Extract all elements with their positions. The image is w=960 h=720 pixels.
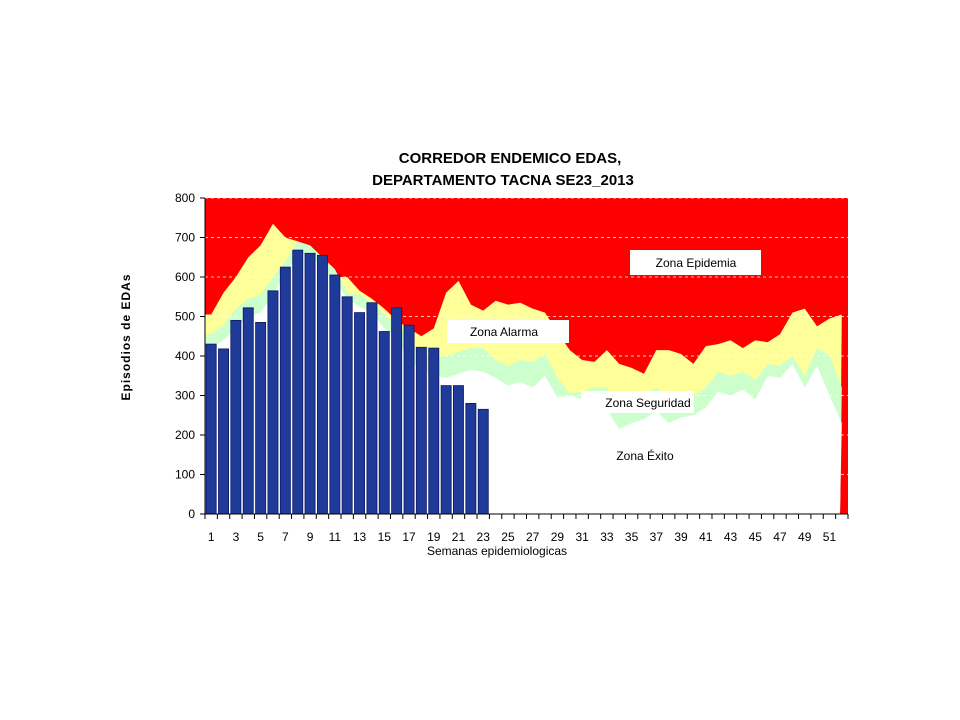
bar bbox=[292, 249, 304, 515]
x-tick-label: 31 bbox=[575, 530, 589, 544]
y-tick-label: 600 bbox=[175, 270, 195, 284]
x-tick-label: 17 bbox=[402, 530, 416, 544]
y-tick-label: 400 bbox=[175, 349, 195, 363]
y-tick-label: 0 bbox=[188, 507, 195, 521]
axes bbox=[200, 197, 849, 519]
y-tick-label: 300 bbox=[175, 389, 195, 403]
y-tick-label: 700 bbox=[175, 231, 195, 245]
bar bbox=[378, 331, 390, 515]
zone-label-epidemia-text: Zona Epidemia bbox=[656, 256, 737, 270]
x-tick-labels: 1 3 5 7 9 11 13 15 17 19 21 23 25 27 29 31 33 35 37 39 41 43 4… bbox=[208, 530, 837, 544]
bar bbox=[230, 319, 242, 515]
x-tick-label: 13 bbox=[353, 530, 367, 544]
x-tick-label: 5 bbox=[257, 530, 264, 544]
x-tick-label: 49 bbox=[798, 530, 812, 544]
bar bbox=[341, 296, 353, 515]
x-tick-label: 37 bbox=[650, 530, 664, 544]
x-tick-label: 27 bbox=[526, 530, 540, 544]
x-tick-label: 9 bbox=[307, 530, 314, 544]
bar bbox=[218, 348, 230, 515]
bar bbox=[465, 402, 477, 515]
grid-lines bbox=[205, 197, 848, 475]
zone-label-seguridad: Zona Seguridad bbox=[581, 391, 694, 413]
bar bbox=[440, 385, 452, 515]
x-tick-label: 3 bbox=[233, 530, 240, 544]
zone-label-seguridad-text: Zona Seguridad bbox=[605, 396, 690, 410]
x-tick-label: 1 bbox=[208, 530, 215, 544]
bar bbox=[255, 321, 267, 515]
x-tick-label: 23 bbox=[477, 530, 491, 544]
bar bbox=[267, 290, 279, 515]
x-tick-label: 7 bbox=[282, 530, 289, 544]
x-tick-label: 19 bbox=[427, 530, 441, 544]
y-tick-label: 500 bbox=[175, 310, 195, 324]
bar bbox=[316, 254, 328, 515]
x-tick-label: 21 bbox=[452, 530, 466, 544]
zone-label-alarma-text: Zona Alarma bbox=[470, 325, 538, 339]
x-tick-label: 35 bbox=[625, 530, 639, 544]
bar bbox=[452, 385, 464, 515]
zone-label-exito: Zona Éxito bbox=[616, 448, 674, 463]
x-axis-title: Semanas epidemiologicas bbox=[427, 544, 567, 558]
y-tick-label: 100 bbox=[175, 468, 195, 482]
x-tick-label: 29 bbox=[551, 530, 565, 544]
bar bbox=[304, 252, 316, 515]
x-tick-label: 43 bbox=[724, 530, 738, 544]
x-tick-label: 45 bbox=[749, 530, 763, 544]
x-tick-label: 25 bbox=[501, 530, 515, 544]
chart-title-line-1: CORREDOR ENDEMICO EDAS, bbox=[399, 150, 622, 167]
y-tick-label: 200 bbox=[175, 428, 195, 442]
x-tick-label: 33 bbox=[600, 530, 614, 544]
x-tick-label: 39 bbox=[674, 530, 688, 544]
bar bbox=[428, 347, 440, 515]
zone-label-epidemia: Zona Epidemia bbox=[630, 250, 761, 275]
bar bbox=[279, 266, 291, 515]
bar bbox=[366, 302, 378, 515]
bar bbox=[415, 346, 427, 515]
x-tick-label: 41 bbox=[699, 530, 713, 544]
y-tick-label: 800 bbox=[175, 191, 195, 205]
x-tick-label: 51 bbox=[823, 530, 837, 544]
zone-label-alarma: Zona Alarma bbox=[447, 320, 569, 343]
x-tick-label: 11 bbox=[329, 530, 342, 544]
y-tick-labels: 0 100 200 300 400 500 600 700 800 bbox=[175, 191, 195, 521]
bar bbox=[354, 312, 366, 515]
chart-title-line-2: DEPARTAMENTO TACNA SE23_2013 bbox=[372, 172, 634, 189]
bar bbox=[391, 307, 403, 515]
y-axis-title: Episodios de EDAs bbox=[119, 273, 133, 400]
bar bbox=[403, 324, 415, 515]
bar bbox=[477, 408, 489, 515]
bar bbox=[205, 343, 217, 515]
x-tick-label: 47 bbox=[773, 530, 787, 544]
bar bbox=[242, 307, 254, 515]
bar bbox=[329, 274, 341, 515]
x-tick-label: 15 bbox=[378, 530, 392, 544]
